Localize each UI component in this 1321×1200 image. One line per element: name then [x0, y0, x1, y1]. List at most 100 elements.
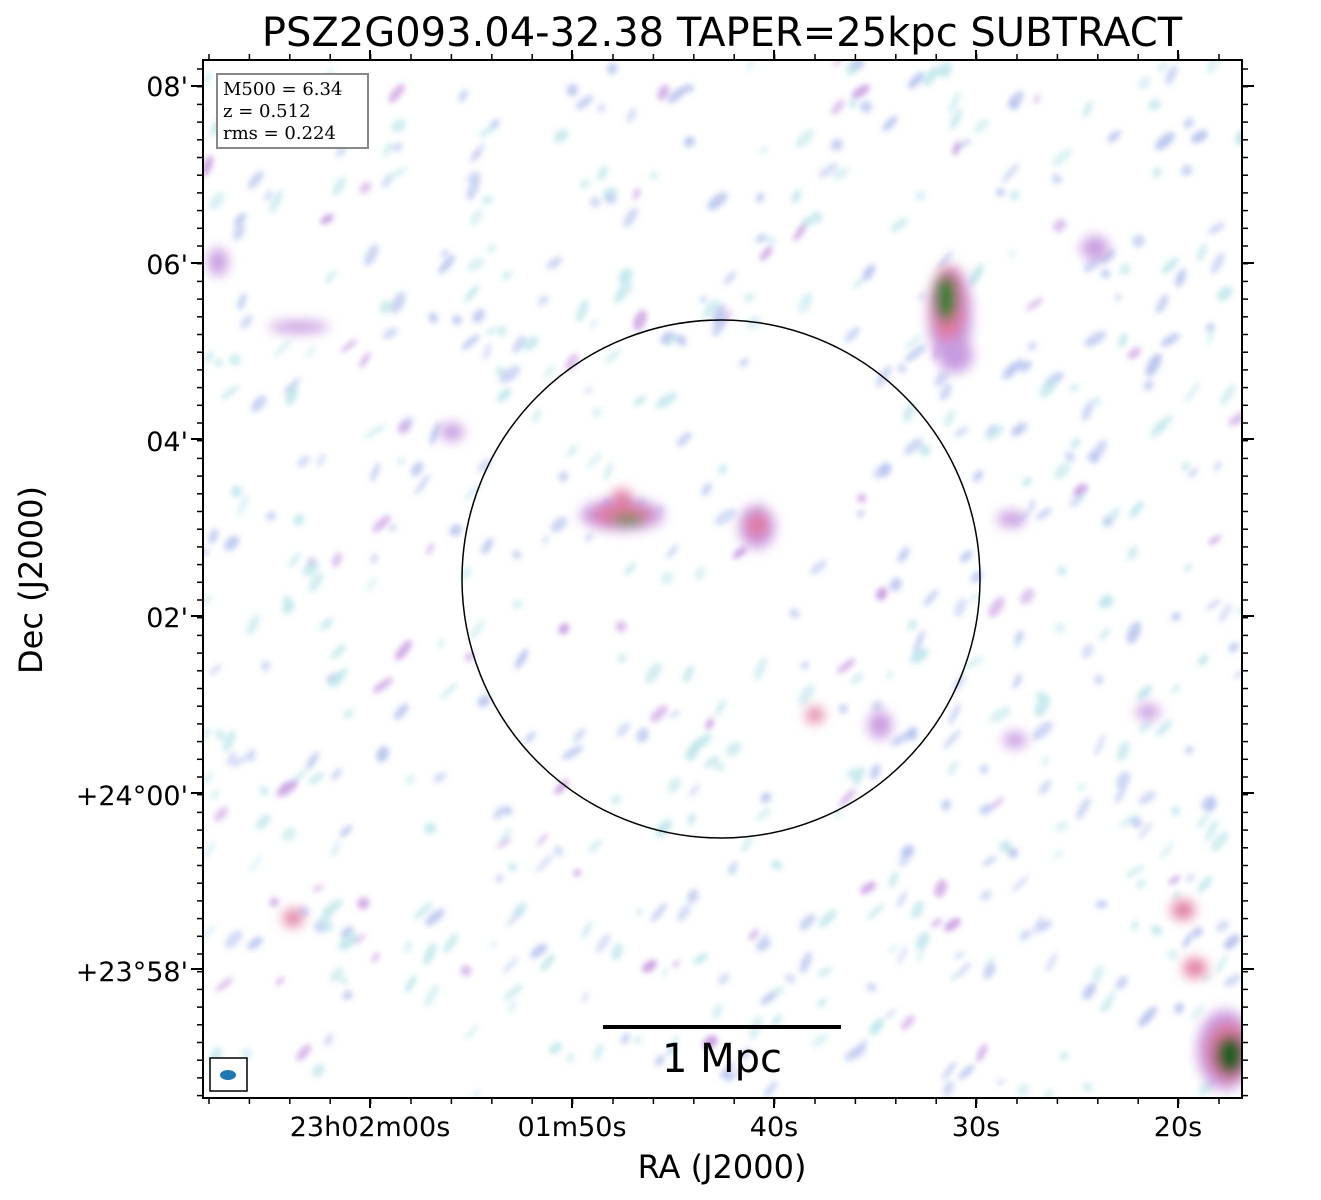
noise-blob: [911, 901, 924, 919]
noise-blob: [1127, 545, 1138, 561]
noise-blob: [931, 918, 943, 928]
noise-blob: [756, 192, 765, 203]
noise-blob: [466, 171, 481, 184]
noise-blob: [1076, 783, 1087, 791]
radio-sources: [208, 236, 1242, 1090]
noise-blob: [605, 192, 617, 205]
source-blob: [806, 707, 824, 723]
noise-blob: [1115, 293, 1121, 302]
noise-blob: [209, 664, 222, 676]
noise-blob: [331, 552, 343, 568]
noise-blob: [234, 213, 247, 226]
noise-blob: [1155, 719, 1173, 737]
noise-blob: [702, 299, 719, 319]
noise-blob: [383, 141, 392, 158]
noise-blob: [818, 909, 837, 928]
noise-blob: [632, 395, 647, 407]
noise-blob: [339, 824, 353, 838]
noise-blob: [466, 257, 485, 272]
noise-blob: [246, 749, 256, 762]
noise-blob: [873, 462, 891, 479]
noise-blob: [1016, 676, 1022, 685]
noise-blob: [1098, 595, 1114, 609]
noise-blob: [226, 751, 238, 766]
noise-blob: [702, 1035, 718, 1050]
noise-blob: [655, 392, 678, 409]
noise-blob: [282, 594, 292, 606]
noise-blob: [203, 925, 216, 940]
noise-blob: [372, 514, 392, 533]
noise-blob: [1190, 1004, 1204, 1020]
noise-blob: [694, 566, 705, 580]
noise-blob: [621, 1032, 630, 1045]
noise-blob: [798, 292, 813, 313]
noise-blob: [667, 85, 688, 104]
noise-blob: [948, 91, 961, 114]
noise-blob: [1022, 477, 1033, 487]
noise-blob: [390, 119, 407, 133]
noise-blob: [714, 508, 737, 526]
noise-blob: [799, 951, 812, 974]
noise-blob: [728, 867, 738, 877]
noise-blob: [984, 424, 1004, 440]
noise-blob: [989, 796, 1005, 811]
noise-blob: [949, 108, 963, 130]
noise-blob: [588, 839, 602, 853]
noise-blob: [915, 931, 930, 950]
noise-blob: [499, 365, 521, 384]
noise-blob: [979, 764, 989, 774]
noise-blob: [701, 482, 712, 496]
noise-blob: [203, 841, 216, 859]
noise-blob: [496, 325, 508, 337]
noise-blob: [1059, 1051, 1068, 1061]
noise-blob: [512, 550, 522, 560]
noise-blob: [549, 1042, 563, 1055]
noise-blob: [576, 299, 589, 323]
noise-blob: [833, 60, 843, 68]
noise-blob: [712, 1003, 723, 1019]
noise-blob: [818, 163, 839, 178]
noise-blob: [535, 853, 554, 873]
noise-blob: [530, 943, 548, 959]
noise-blob: [755, 234, 767, 243]
noise-blob: [1027, 341, 1037, 351]
noise-blob: [667, 777, 682, 794]
noise-blob: [1092, 965, 1104, 983]
noise-blob: [1005, 358, 1023, 377]
noise-blob: [1192, 926, 1203, 938]
noise-blob: [676, 431, 692, 447]
noise-blob: [904, 344, 926, 363]
noise-blob: [885, 670, 894, 680]
noise-blob: [869, 763, 881, 780]
noise-blob: [567, 444, 578, 457]
noise-blob: [483, 343, 492, 360]
noise-blob: [1054, 462, 1071, 480]
noise-blob: [988, 596, 1005, 618]
source-blob: [269, 321, 329, 333]
noise-blob: [616, 722, 631, 738]
noise-blob: [248, 853, 263, 874]
noise-blob: [203, 772, 214, 785]
noise-blob: [683, 136, 696, 148]
noise-blob: [236, 493, 249, 517]
noise-blob: [1014, 635, 1022, 649]
noise-blob: [617, 653, 627, 663]
noise-blob: [251, 395, 267, 412]
noise-blob: [866, 903, 885, 920]
noise-blob: [732, 546, 748, 559]
noise-blob: [1137, 684, 1153, 701]
noise-blob: [1150, 925, 1163, 936]
noise-blob: [1138, 76, 1151, 90]
noise-blob: [662, 967, 668, 977]
noise-blob: [604, 348, 622, 364]
noise-blob: [1184, 381, 1200, 403]
noise-blob: [1161, 257, 1179, 274]
noise-blob: [1185, 746, 1194, 755]
noise-blob: [501, 270, 512, 280]
noise-blob: [573, 869, 581, 877]
noise-blob: [499, 828, 512, 845]
noise-blob: [654, 1055, 665, 1066]
source-blob: [612, 514, 644, 526]
noise-blob: [913, 630, 925, 653]
noise-blob: [339, 976, 349, 986]
